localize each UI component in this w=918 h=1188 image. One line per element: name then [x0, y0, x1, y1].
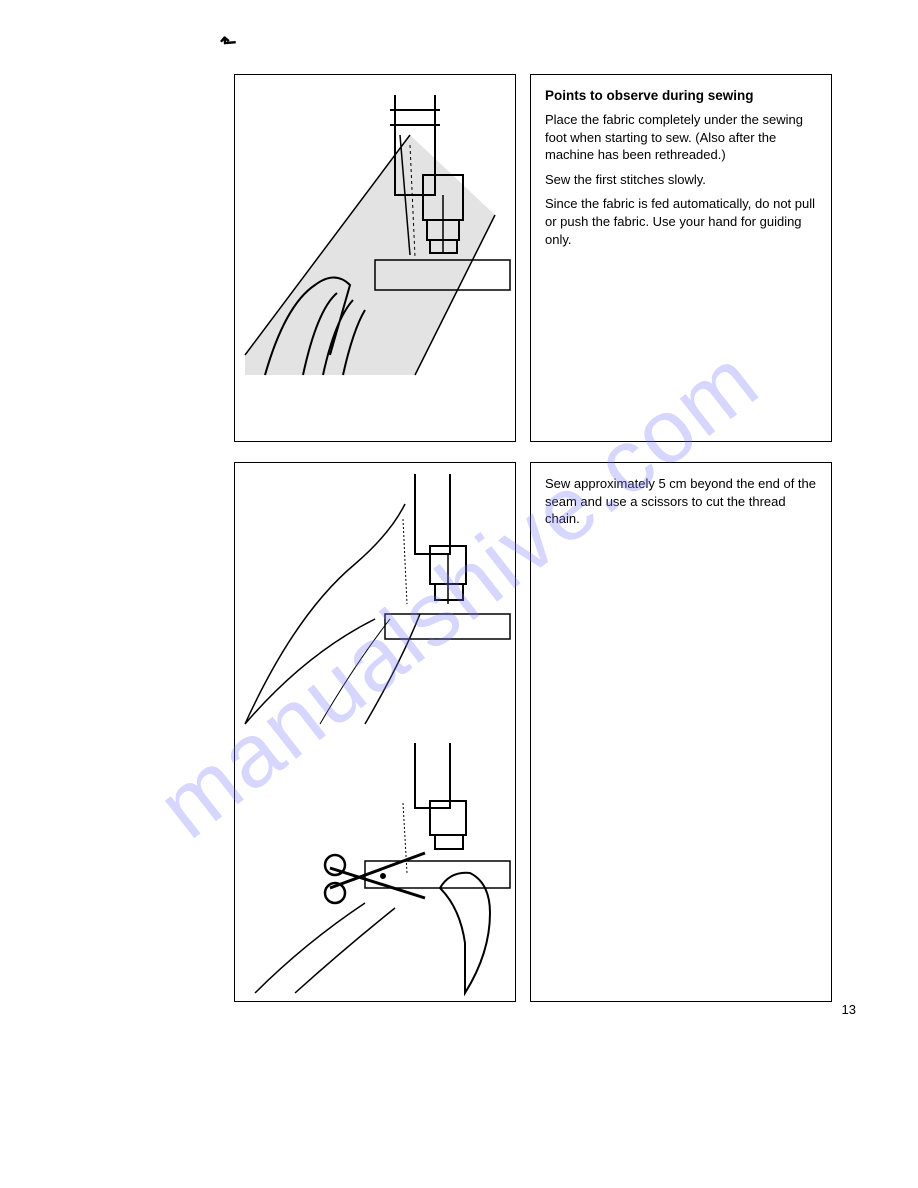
row-top: Points to observe during sewing Place th…	[234, 74, 856, 442]
para-place-fabric: Place the fabric completely under the se…	[545, 111, 817, 164]
manual-page: Points to observe during sewing Place th…	[0, 0, 918, 1188]
illustration-bottom-left	[234, 462, 516, 1002]
text-panel-bottom-right: Sew approximately 5 cm beyond the end of…	[530, 462, 832, 1002]
para-sew-5cm-cut: Sew approximately 5 cm beyond the end of…	[545, 475, 817, 528]
illustration-top-left	[234, 74, 516, 442]
para-sew-slowly: Sew the first stitches slowly.	[545, 171, 817, 189]
sewing-hand-illustration	[235, 75, 515, 441]
row-bottom: Sew approximately 5 cm beyond the end of…	[234, 462, 856, 1002]
illustration-scissors-cut	[235, 732, 515, 1001]
illustration-sew-beyond	[235, 463, 515, 732]
heading-points-observe: Points to observe during sewing	[545, 87, 817, 105]
text-panel-top-right: Points to observe during sewing Place th…	[530, 74, 832, 442]
para-auto-feed: Since the fabric is fed automatically, d…	[545, 195, 817, 248]
page-number: 13	[842, 1002, 856, 1017]
